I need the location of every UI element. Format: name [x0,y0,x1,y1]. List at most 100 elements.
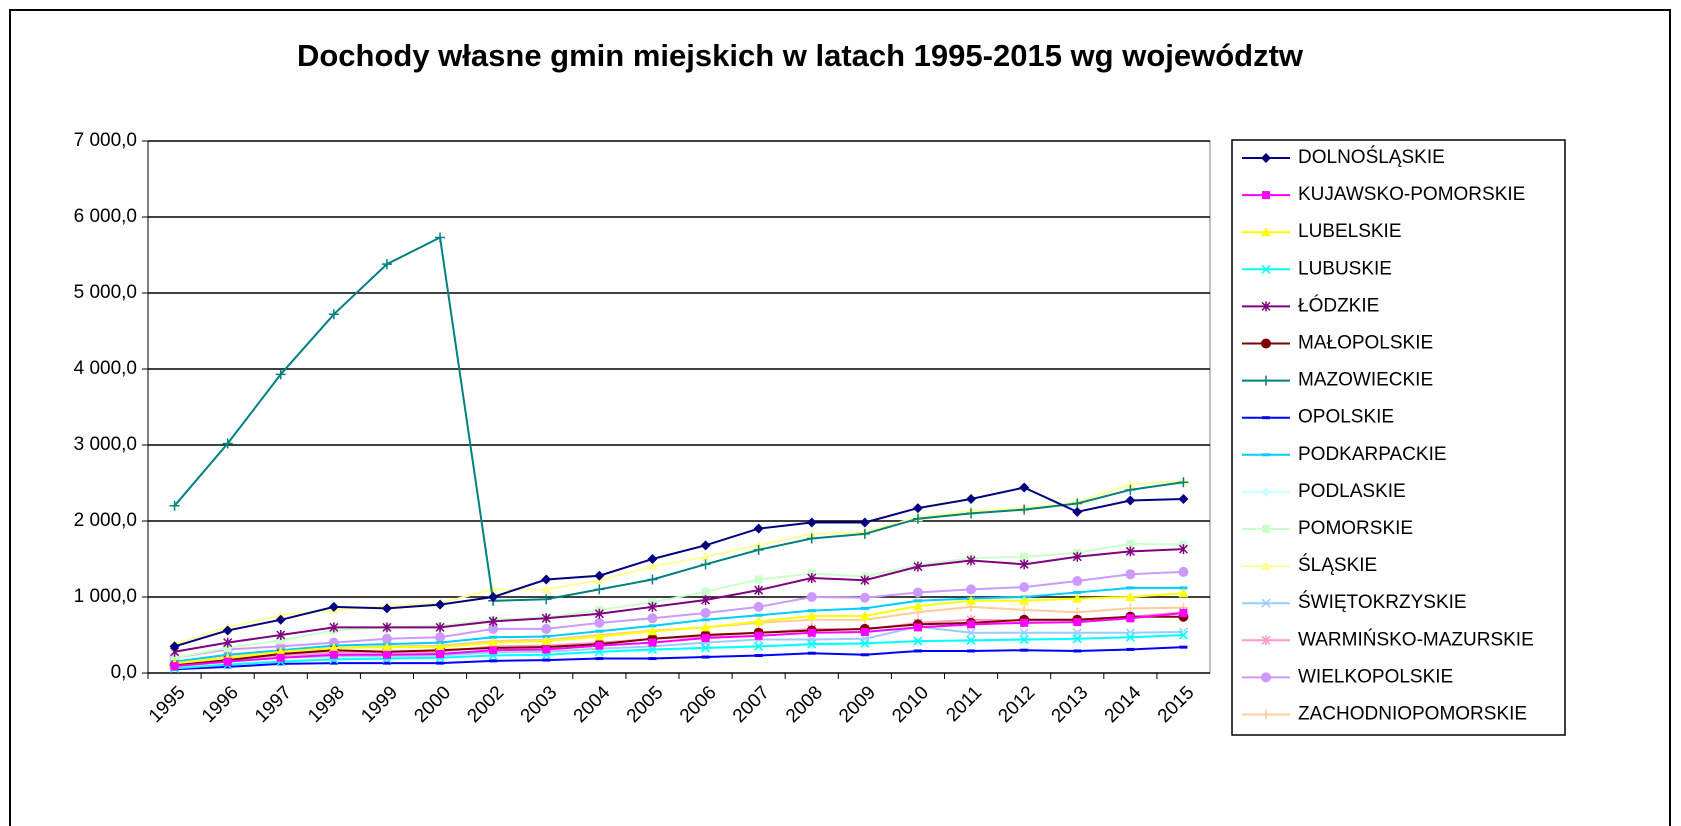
marker [382,622,392,633]
marker [1072,498,1083,509]
marker [912,503,923,514]
marker [595,629,604,633]
marker [381,259,392,270]
marker [806,533,817,544]
marker [542,658,551,662]
marker [647,554,658,564]
marker [595,657,604,661]
marker [1126,647,1135,651]
marker [753,601,764,612]
marker [223,643,232,652]
marker [170,653,179,662]
marker [222,625,233,636]
marker [170,662,179,671]
marker [275,614,286,625]
marker [966,493,977,504]
marker [275,646,286,656]
marker [700,559,711,570]
marker [701,595,711,606]
legend-label: LUBUSKIE [1298,258,1392,279]
marker [1125,592,1136,601]
legend-label: POMORSKIE [1298,518,1413,539]
marker [1261,338,1271,349]
series-line [174,634,1184,670]
marker [1019,635,1029,645]
marker [223,637,233,648]
legend [1231,139,1566,736]
legend-label: LUBELSKIE [1298,221,1402,242]
marker [648,638,657,647]
marker [1179,645,1188,649]
marker [1073,590,1082,594]
marker [1125,484,1136,495]
marker [859,611,870,620]
marker [966,595,977,605]
marker [1178,630,1188,640]
marker [169,641,180,652]
y-tick-label: 5 000,0 [74,282,137,303]
marker [806,592,817,602]
marker [913,561,923,572]
marker [754,575,763,584]
marker [594,570,605,581]
marker [753,540,764,550]
marker [807,639,817,649]
marker [1262,525,1270,533]
marker [912,587,923,598]
marker [647,626,658,636]
marker [913,599,922,603]
marker [223,657,232,666]
legend-label: WIELKOPOLSKIE [1298,666,1453,687]
y-tick-label: 0,0 [111,662,137,683]
marker [967,620,976,629]
legend-label: ZACHODNIOPOMORSKIE [1298,704,1527,725]
marker [754,585,764,596]
marker [1019,504,1030,515]
marker [1261,375,1271,386]
series-line [174,486,1184,648]
marker [860,575,870,586]
marker [966,635,976,645]
marker [647,561,658,571]
marker [1261,598,1271,608]
marker [223,665,232,669]
marker [1020,648,1029,652]
marker [700,540,711,551]
marker [701,587,710,596]
legend-label: ŚWIĘTOKRZYSKIE [1298,591,1467,613]
marker [647,574,658,585]
marker [754,654,763,658]
marker [489,635,498,639]
marker [1073,618,1082,627]
marker [754,641,764,651]
legend-label: ŚLĄSKIE [1298,554,1377,576]
series-line [174,646,1184,671]
marker [967,649,976,653]
series-line [174,570,1184,659]
marker [329,650,338,659]
marker [647,601,657,612]
marker [700,607,711,618]
y-tick-label: 2 000,0 [74,510,137,531]
marker [860,627,869,636]
marker [1262,416,1270,420]
marker [966,628,976,638]
legend-label: MAŁOPOLSKIE [1298,333,1433,354]
marker [276,653,285,662]
marker [1261,486,1271,497]
series-line [174,548,1184,653]
legend-label: ŁÓDZKIE [1298,294,1379,316]
series-line [174,592,1184,665]
marker [806,528,817,538]
marker [754,631,763,640]
marker [647,613,658,624]
marker [595,641,604,650]
marker [541,594,552,605]
marker [1261,672,1271,683]
series-line [174,586,1184,663]
y-tick-label: 4 000,0 [74,358,137,379]
marker [966,584,977,595]
y-tick-label: 3 000,0 [74,434,137,455]
marker [648,624,657,628]
